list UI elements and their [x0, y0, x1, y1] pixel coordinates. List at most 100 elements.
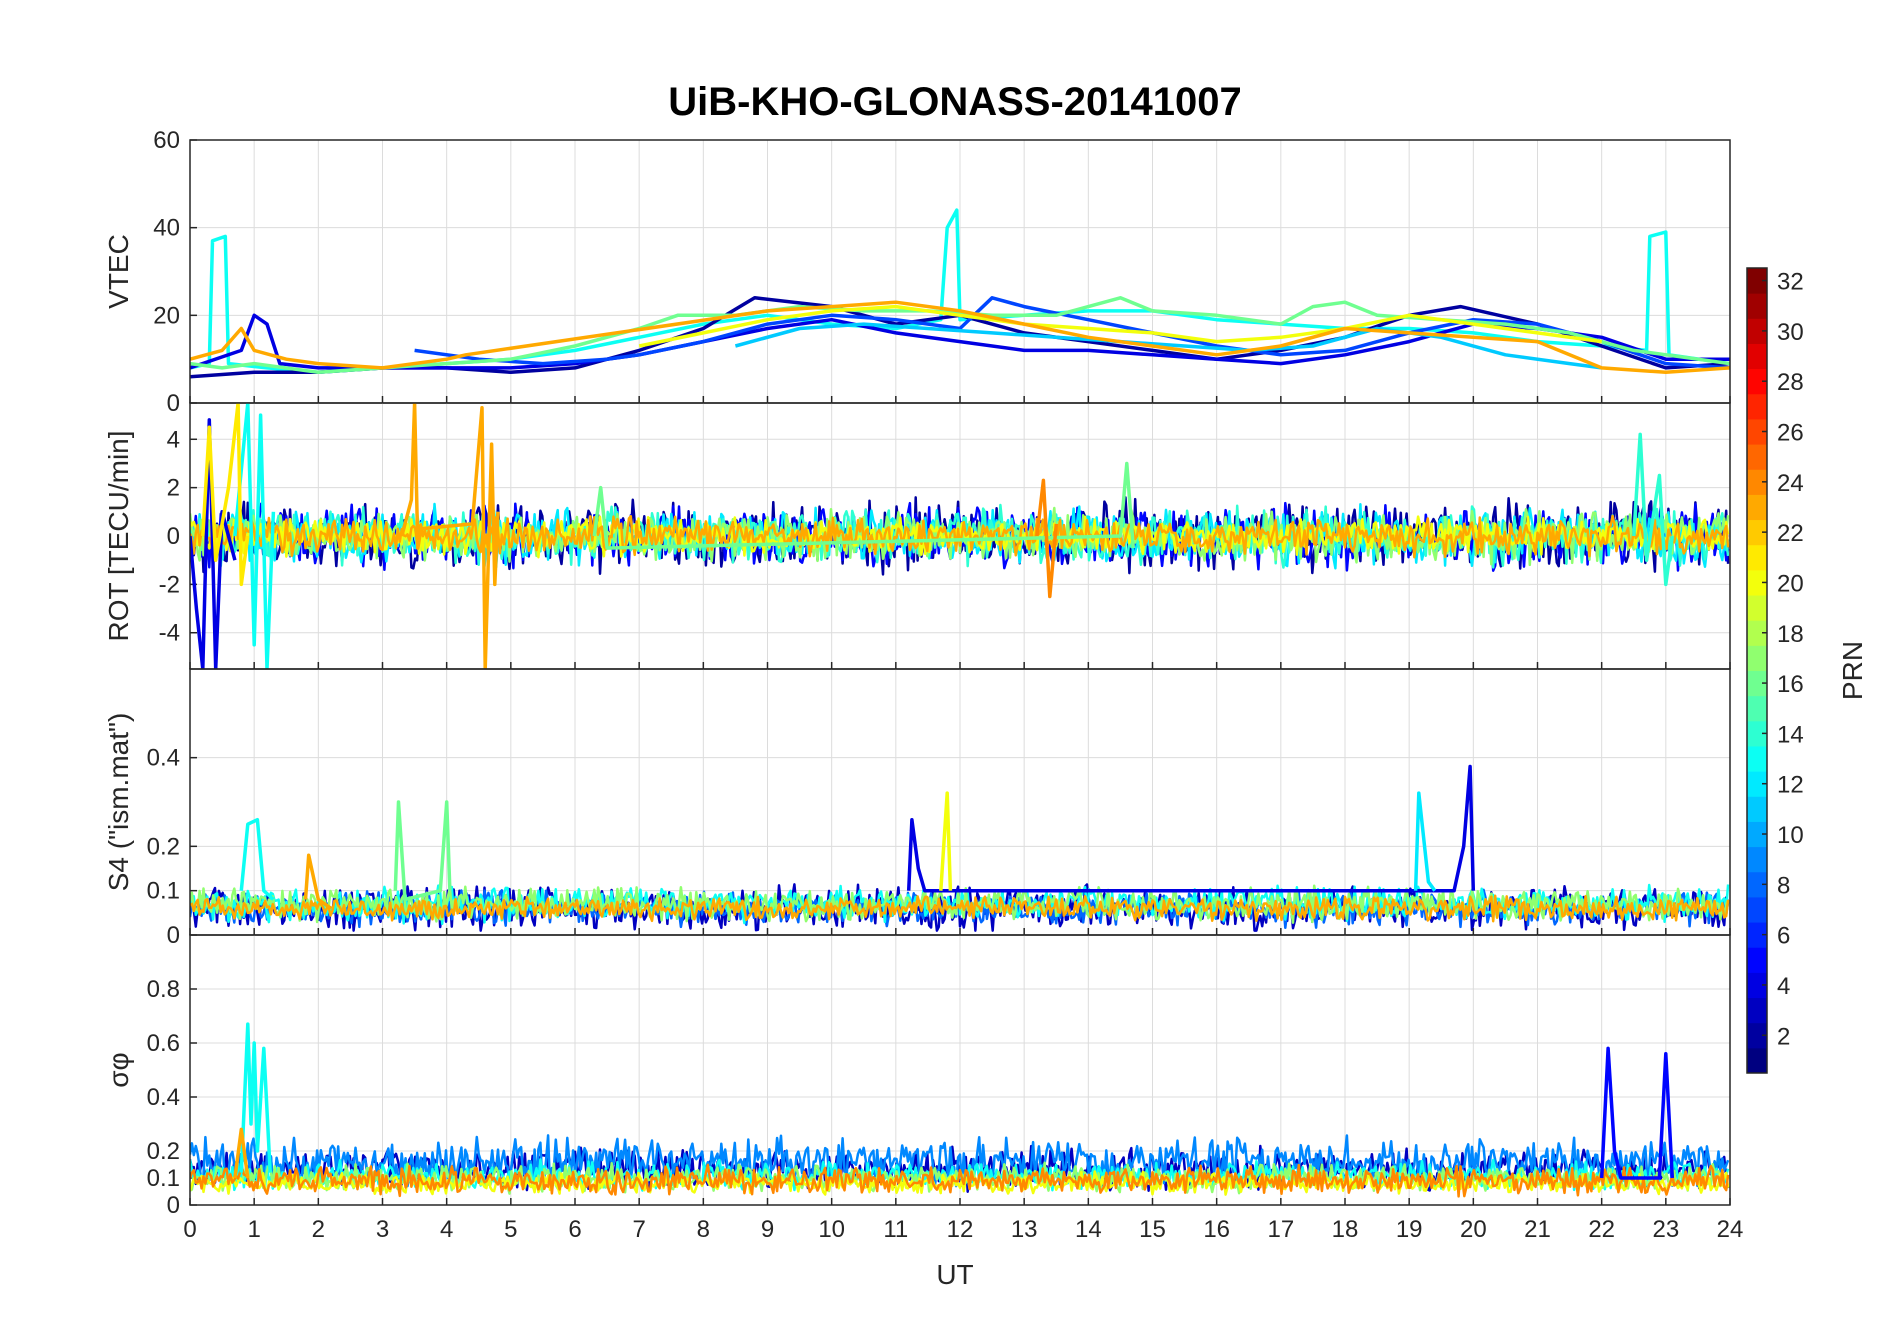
colorbar-segment — [1747, 645, 1767, 671]
y-tick-label: 0 — [167, 523, 180, 550]
x-tick-label: 0 — [183, 1216, 196, 1243]
y-tick-label: 0.1 — [147, 1165, 180, 1192]
colorbar-tick-label: 2 — [1777, 1023, 1790, 1050]
series-line-prn-20 — [939, 791, 953, 891]
colorbar-tick-label: 8 — [1777, 872, 1790, 899]
x-tick-label: 12 — [947, 1216, 974, 1243]
x-tick-label: 5 — [504, 1216, 517, 1243]
panel-2: -4 -2 0 2 4 ROT [TECU/min] — [103, 402, 1731, 670]
colorbar-tick-label: 26 — [1777, 420, 1804, 447]
colorbar-segment — [1747, 670, 1767, 697]
y-tick-label: 60 — [153, 127, 180, 154]
x-axis-label: UT — [936, 1259, 973, 1290]
chart-title: UiB-KHO-GLONASS-20141007 — [668, 80, 1242, 124]
series-line-prn-24 — [1035, 478, 1059, 599]
colorbar-segment — [1747, 368, 1767, 395]
x-tick-label: 18 — [1332, 1216, 1359, 1243]
colorbar-tick-label: 32 — [1777, 269, 1804, 296]
series-line-prn-23 — [400, 403, 500, 669]
y-axis-label: σφ — [103, 1052, 134, 1087]
colorbar-tick-label: 14 — [1777, 721, 1804, 748]
x-tick-label: 16 — [1203, 1216, 1230, 1243]
colorbar-segment — [1747, 444, 1767, 470]
series-line-prn-13 — [239, 1022, 272, 1173]
colorbar-tick-label: 12 — [1777, 772, 1804, 799]
colorbar-segment — [1747, 318, 1767, 344]
colorbar-tick-label: 6 — [1777, 923, 1790, 950]
colorbar-label: PRN — [1837, 641, 1868, 700]
series-line-prn-14 — [1632, 432, 1675, 587]
colorbar-segment — [1747, 796, 1767, 822]
series-line-prn-5 — [1599, 1046, 1675, 1180]
series-line-prn-13 — [239, 817, 275, 901]
colorbar-segment — [1747, 972, 1767, 999]
series-line-prn-16 — [592, 461, 1136, 550]
series-line-prn-23 — [303, 853, 333, 910]
x-tick-label: 7 — [632, 1216, 645, 1243]
x-tick-label: 3 — [376, 1216, 389, 1243]
colorbar-segment — [1747, 393, 1767, 420]
x-tick-label: 13 — [1011, 1216, 1038, 1243]
x-tick-label: 11 — [883, 1216, 908, 1243]
y-tick-label: 0.2 — [147, 833, 180, 860]
y-tick-label: 0.4 — [147, 1084, 180, 1111]
series-line-prn-16 — [393, 800, 452, 902]
colorbar-segment — [1747, 1022, 1767, 1049]
x-tick-label: 14 — [1075, 1216, 1102, 1243]
series-group — [190, 764, 1730, 932]
x-tick-label: 20 — [1460, 1216, 1487, 1243]
y-axis-label: ROT [TECU/min] — [103, 430, 134, 641]
series-line-prn-23 — [190, 300, 1730, 375]
series-group — [190, 403, 1730, 669]
y-tick-label: 0 — [167, 922, 180, 949]
panel-3: 0 0.1 0.2 0.4 S4 ("ism.mat") — [103, 668, 1731, 949]
series-line-prn-13 — [233, 403, 276, 669]
colorbar-segment — [1747, 469, 1767, 495]
colorbar-tick-label: 28 — [1777, 369, 1804, 396]
colorbar-tick-label: 18 — [1777, 621, 1804, 648]
y-tick-label: -2 — [159, 571, 180, 598]
y-tick-label: 0 — [167, 390, 180, 417]
series-line-prn-4 — [190, 313, 1730, 370]
colorbar-segment — [1747, 293, 1767, 319]
y-tick-label: -4 — [159, 620, 180, 647]
series-line-prn-23 — [233, 1127, 250, 1179]
series-line-prn-4 — [906, 764, 1476, 893]
colorbar-segment — [1747, 771, 1767, 797]
x-tick-label: 22 — [1588, 1216, 1615, 1243]
colorbar-segment — [1747, 544, 1767, 571]
y-tick-label: 40 — [153, 215, 180, 242]
colorbar-segment — [1747, 620, 1767, 646]
colorbar-tick-label: 22 — [1777, 520, 1804, 547]
colorbar-tick-label: 30 — [1777, 319, 1804, 346]
series-line-prn-23 — [190, 894, 1730, 923]
x-tick-label: 8 — [697, 1216, 710, 1243]
y-tick-label: 0.2 — [147, 1138, 180, 1165]
x-tick-label: 15 — [1139, 1216, 1166, 1243]
colorbar-segment — [1747, 997, 1767, 1024]
x-tick-label: 24 — [1717, 1216, 1744, 1243]
series-line-prn-11 — [734, 322, 1602, 370]
colorbar-segment — [1747, 947, 1767, 973]
x-tick-label: 9 — [761, 1216, 774, 1243]
colorbar-segment — [1747, 821, 1767, 848]
y-tick-label: 0 — [167, 1192, 180, 1219]
colorbar-segment — [1747, 418, 1767, 445]
panel-4: 00.10.20.40.60.80 1 2 3 4 5 6 7 8 9 10 11 12 13 14 15 16… — [103, 934, 1744, 1243]
x-tick-label: 6 — [568, 1216, 581, 1243]
y-tick-label: 0.4 — [147, 745, 180, 772]
y-tick-label: 0.6 — [147, 1030, 180, 1057]
x-tick-label: 17 — [1267, 1216, 1294, 1243]
colorbar-segment — [1747, 569, 1767, 596]
x-tick-label: 23 — [1652, 1216, 1679, 1243]
series-line-prn-4 — [190, 418, 237, 669]
colorbar-segment — [1747, 695, 1767, 722]
y-tick-label: 0.1 — [147, 878, 180, 905]
colorbar-segment — [1747, 595, 1767, 621]
y-tick-label: 20 — [153, 302, 180, 329]
colorbar-segment — [1747, 745, 1767, 772]
colorbar-tick-label: 4 — [1777, 973, 1790, 1000]
colorbar-segment — [1747, 896, 1767, 923]
